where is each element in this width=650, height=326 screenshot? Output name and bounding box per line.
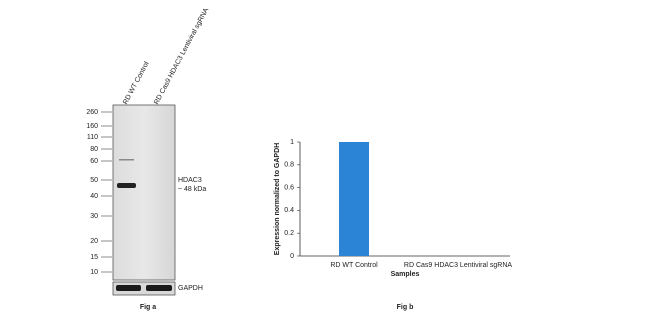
marker-label: 260: [86, 109, 98, 116]
marker-label: 10: [90, 269, 98, 276]
x-axis-title: Samples: [391, 271, 420, 278]
marker-label: 20: [90, 238, 98, 245]
y-tick-label: 0.8: [284, 162, 294, 169]
bar: [339, 142, 369, 256]
marker-label: 40: [90, 193, 98, 200]
marker-label: 30: [90, 213, 98, 220]
marker-label: 15: [90, 254, 98, 261]
y-tick-label: 0.4: [284, 207, 294, 214]
caption: Fig b: [397, 304, 414, 311]
y-tick-label: 0.6: [284, 184, 294, 191]
blot-membrane: [112, 104, 176, 281]
y-tick-label: 0.2: [284, 230, 294, 237]
y-tick-label: 0: [290, 253, 294, 260]
marker-label: 160: [86, 123, 98, 130]
marker-label: 80: [90, 146, 98, 153]
marker-label: 50: [90, 177, 98, 184]
x-tick-label: RD WT Control: [330, 262, 378, 269]
target-label: HDAC3: [178, 177, 202, 184]
y-axis-title: Expression normalized to GAPDH: [274, 143, 281, 255]
target-size: ~ 48 kDa: [178, 186, 206, 193]
gapdh-band: [116, 285, 141, 291]
lane-label: RD WT Control: [122, 60, 151, 105]
faint-band: [119, 159, 134, 161]
control-label: GAPDH: [178, 285, 203, 292]
marker-label: 110: [87, 134, 98, 141]
x-tick-label: RD Cas9 HDAC3 Lentiviral sgRNA: [404, 262, 512, 269]
gapdh-band: [146, 285, 172, 291]
caption: Fig a: [140, 304, 156, 311]
hdac3-band: [117, 183, 136, 188]
y-tick-label: 1: [290, 139, 294, 146]
marker-label: 60: [90, 158, 98, 165]
lane-label: RD Cas9 HDAC3 Lentiviral sgRNA: [153, 7, 210, 106]
